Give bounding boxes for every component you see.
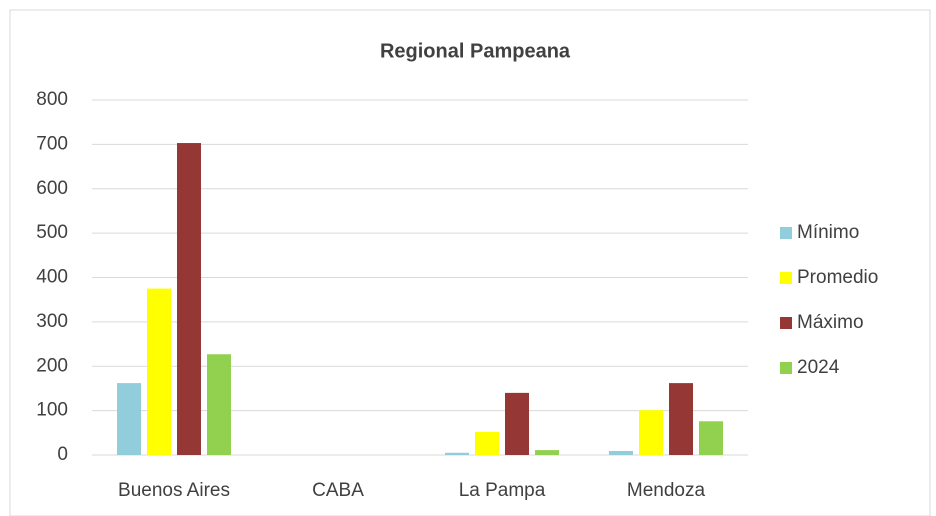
bar	[117, 383, 141, 455]
bar	[669, 383, 693, 455]
y-tick-label: 800	[36, 89, 68, 110]
x-tick-label: CABA	[312, 480, 364, 501]
legend-swatch	[780, 272, 792, 284]
legend-label: Promedio	[797, 267, 878, 288]
y-tick-label: 500	[36, 222, 68, 243]
bar	[445, 452, 469, 455]
legend-swatch	[780, 317, 792, 329]
y-tick-label: 700	[36, 133, 68, 154]
bar	[699, 421, 723, 455]
bar	[207, 354, 231, 455]
x-tick-label: La Pampa	[459, 480, 546, 501]
legend-label: Máximo	[797, 312, 864, 333]
y-tick-label: 600	[36, 178, 68, 199]
y-tick-label: 400	[36, 267, 68, 288]
legend-label: Mínimo	[797, 222, 859, 243]
bar	[639, 410, 663, 455]
bar	[177, 143, 201, 455]
legend-swatch	[780, 362, 792, 374]
legend-swatch	[780, 227, 792, 239]
y-tick-label: 0	[57, 444, 68, 465]
y-tick-label: 200	[36, 355, 68, 376]
bar	[609, 451, 633, 455]
bar	[147, 288, 171, 455]
chart-title: Regional Pampeana	[380, 40, 571, 62]
bar	[505, 392, 529, 455]
bar	[535, 450, 559, 455]
x-tick-label: Mendoza	[627, 480, 706, 501]
y-tick-label: 100	[36, 400, 68, 421]
y-tick-label: 300	[36, 311, 68, 332]
bar	[475, 431, 499, 455]
legend-label: 2024	[797, 357, 840, 378]
x-tick-label: Buenos Aires	[118, 480, 230, 501]
